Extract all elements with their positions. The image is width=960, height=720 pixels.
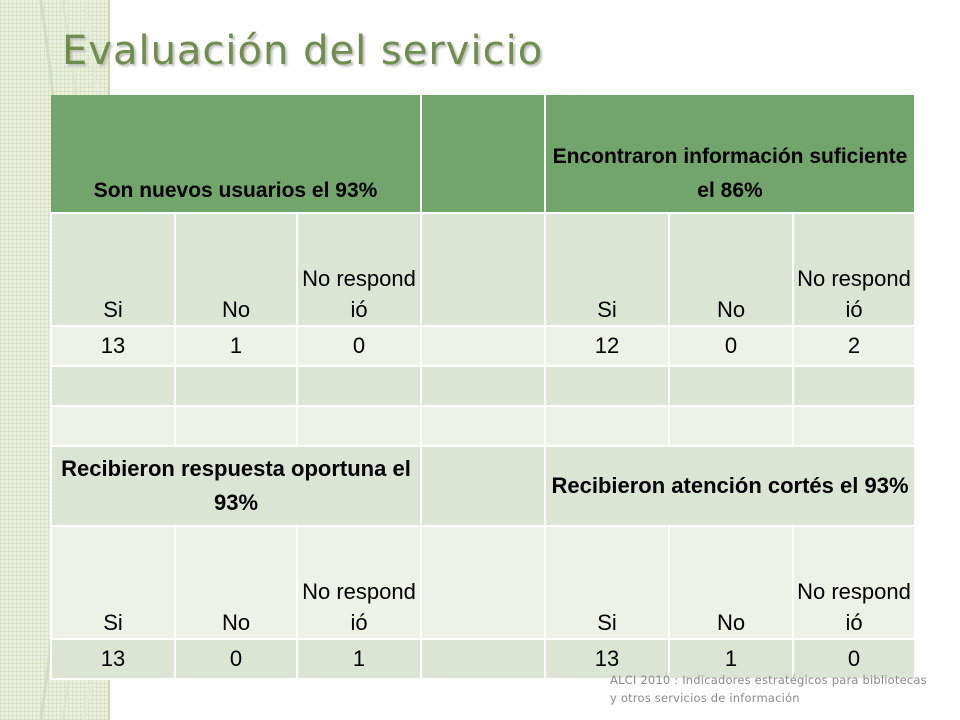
- slide-title: Evaluación del servicio: [62, 28, 544, 74]
- col-label-spacer: [421, 213, 546, 327]
- empty-cell: [175, 366, 298, 407]
- empty-cell: [175, 406, 298, 447]
- value-cell: 13: [50, 326, 176, 367]
- header-sufficient-info: Encontraron información suficiente el 86…: [544, 95, 916, 214]
- table-row: 13 0 1 13 1 0: [50, 639, 916, 680]
- empty-cell: [545, 406, 670, 447]
- value-cell: 13: [545, 639, 670, 680]
- col-label-si: Si: [545, 526, 670, 640]
- col-label-no-respondio: No respond ió: [793, 213, 916, 327]
- empty-cell: [421, 406, 546, 447]
- col-label-no-respondio: No respond ió: [297, 526, 422, 640]
- value-cell: 0: [297, 326, 422, 367]
- empty-cell: [50, 406, 176, 447]
- table-header-row: Son nuevos usuarios el 93% Encontraron i…: [51, 95, 916, 214]
- empty-cell: [50, 366, 176, 407]
- value-cell: 13: [50, 639, 176, 680]
- header-spacer: [421, 446, 546, 527]
- header-new-users: Son nuevos usuarios el 93%: [51, 95, 422, 214]
- value-cell: 1: [669, 639, 794, 680]
- col-label-no: No: [669, 526, 794, 640]
- value-cell: 0: [175, 639, 298, 680]
- col-label-no-respondio: No respond ió: [793, 526, 916, 640]
- table-row: 13 1 0 12 0 2: [50, 326, 916, 367]
- header-spacer: [420, 95, 546, 214]
- table-row: [50, 366, 916, 407]
- empty-cell: [297, 406, 422, 447]
- empty-cell: [297, 366, 422, 407]
- col-label-no: No: [669, 213, 794, 327]
- value-cell: 2: [793, 326, 916, 367]
- table-row: [50, 406, 916, 447]
- evaluation-table: Son nuevos usuarios el 93% Encontraron i…: [50, 95, 916, 680]
- value-cell: 1: [175, 326, 298, 367]
- col-label-si: Si: [545, 213, 670, 327]
- empty-cell: [669, 366, 794, 407]
- header-courteous-attention: Recibieron atención cortés el 93%: [545, 446, 916, 527]
- value-cell: 12: [545, 326, 670, 367]
- empty-cell: [669, 406, 794, 447]
- empty-cell: [793, 406, 916, 447]
- table-subheader-row: Recibieron respuesta oportuna el 93% Rec…: [50, 446, 916, 527]
- table-row: Si No No respond ió Si No No respond ió: [50, 526, 916, 640]
- empty-cell: [545, 366, 670, 407]
- value-cell: [421, 639, 546, 680]
- col-label-no: No: [175, 213, 298, 327]
- slide-footer: ALCI 2010 : Indicadores estratégicos par…: [610, 673, 927, 705]
- col-label-no: No: [175, 526, 298, 640]
- col-label-si: Si: [50, 213, 176, 327]
- header-timely-response: Recibieron respuesta oportuna el 93%: [50, 446, 422, 527]
- value-cell: 0: [669, 326, 794, 367]
- col-label-no-respondio: No respond ió: [297, 213, 422, 327]
- value-cell: [421, 326, 546, 367]
- value-cell: 1: [297, 639, 422, 680]
- value-cell: 0: [793, 639, 916, 680]
- empty-cell: [421, 366, 546, 407]
- table-row: Si No No respond ió Si No No respond ió: [50, 213, 916, 327]
- empty-cell: [793, 366, 916, 407]
- col-label-si: Si: [50, 526, 176, 640]
- col-label-spacer: [421, 526, 546, 640]
